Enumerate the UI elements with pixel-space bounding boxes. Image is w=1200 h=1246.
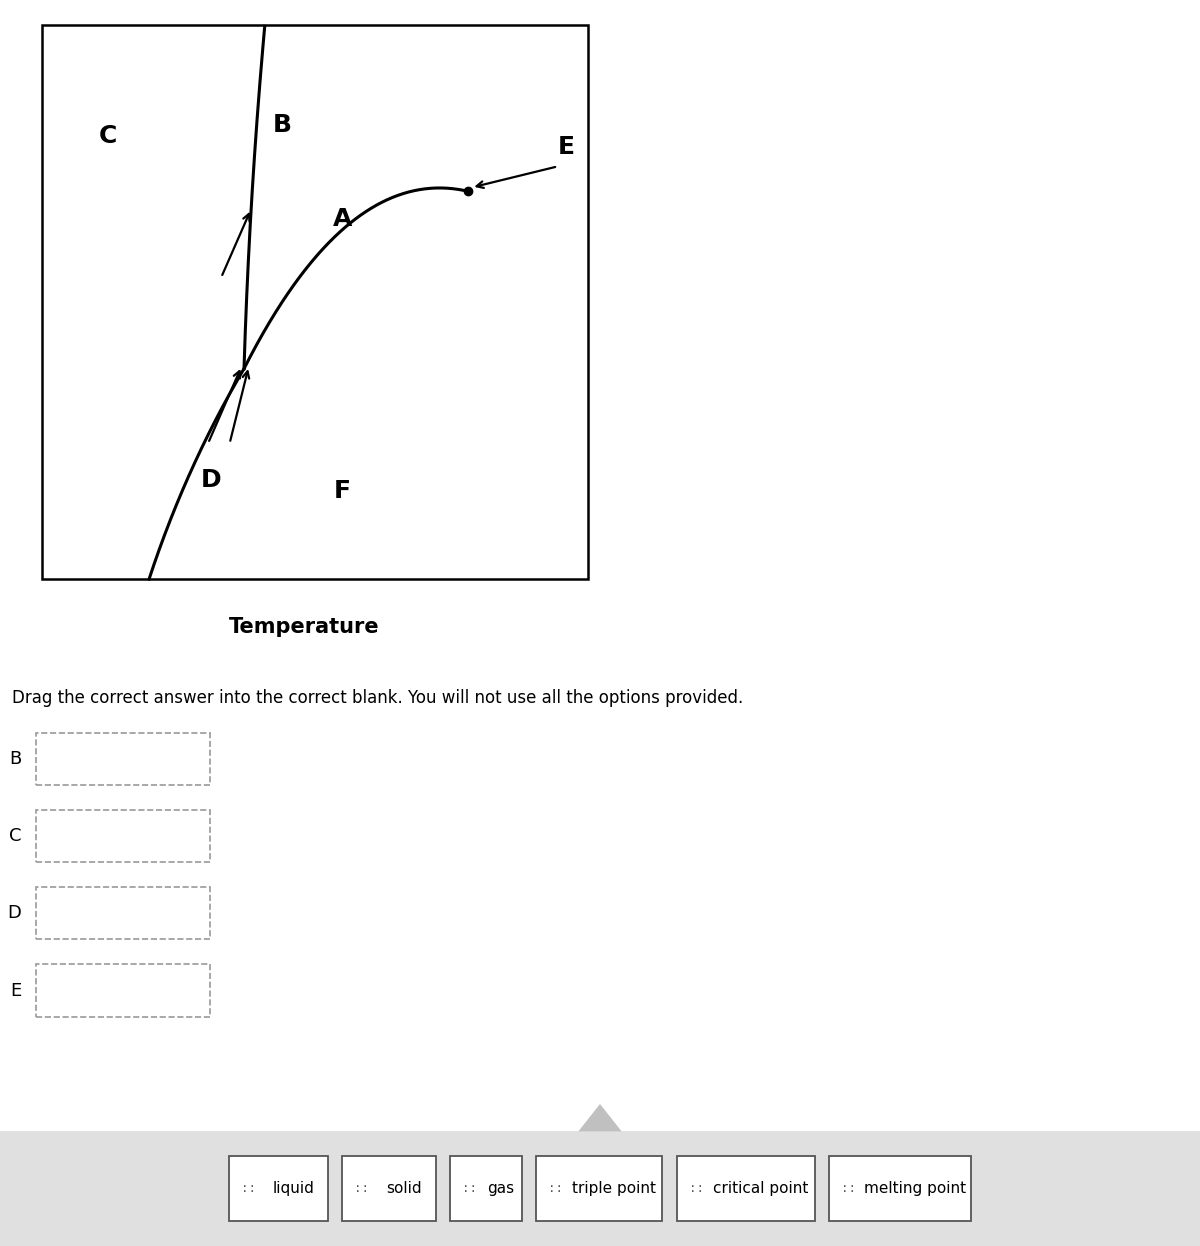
FancyBboxPatch shape [36, 887, 210, 939]
Text: D: D [7, 905, 22, 922]
Bar [0, 1131, 1200, 1246]
Text: triple point: triple point [572, 1181, 656, 1196]
Text: liquid: liquid [272, 1181, 314, 1196]
FancyBboxPatch shape [536, 1156, 662, 1221]
Text: ::: :: [689, 1182, 704, 1195]
Text: Temperature: Temperature [229, 617, 379, 637]
FancyBboxPatch shape [829, 1156, 971, 1221]
FancyBboxPatch shape [229, 1156, 328, 1221]
Text: melting point: melting point [864, 1181, 966, 1196]
Bar [42, 25, 588, 579]
FancyBboxPatch shape [36, 964, 210, 1017]
Polygon shape [578, 1104, 622, 1131]
Text: B: B [272, 112, 292, 137]
FancyBboxPatch shape [36, 810, 210, 862]
Text: B: B [10, 750, 22, 768]
Text: F: F [334, 478, 350, 502]
Text: C: C [10, 827, 22, 845]
Text: C: C [98, 123, 116, 148]
Text: E: E [558, 135, 575, 159]
Text: ::: :: [548, 1182, 564, 1195]
Text: ::: :: [354, 1182, 370, 1195]
Text: ::: :: [462, 1182, 478, 1195]
FancyBboxPatch shape [342, 1156, 436, 1221]
Text: solid: solid [386, 1181, 421, 1196]
Text: D: D [200, 467, 222, 492]
Text: ::: :: [841, 1182, 857, 1195]
Text: critical point: critical point [713, 1181, 809, 1196]
Text: E: E [11, 982, 22, 999]
Text: A: A [332, 207, 352, 231]
Text: Drag the correct answer into the correct blank. You will not use all the options: Drag the correct answer into the correct… [12, 689, 743, 706]
FancyBboxPatch shape [450, 1156, 522, 1221]
Text: ::: :: [241, 1182, 256, 1195]
Text: gas: gas [487, 1181, 515, 1196]
FancyBboxPatch shape [36, 733, 210, 785]
FancyBboxPatch shape [677, 1156, 815, 1221]
